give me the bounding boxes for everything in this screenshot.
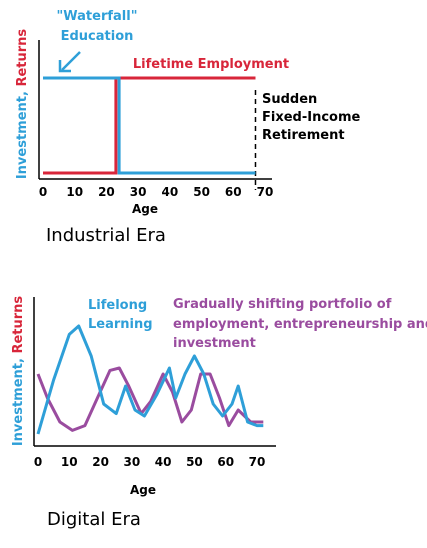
x-tick-label: 0 (34, 455, 42, 469)
retirement-annotation-line2: Fixed-Income (262, 110, 361, 125)
x-tick-labels-1: 0 10 20 30 40 50 60 70 (39, 185, 274, 199)
x-tick-label: 10 (66, 185, 83, 199)
employment-annotation: Lifetime Employment (133, 57, 289, 72)
portfolio-annotation-line1: Gradually shifting portfolio of (173, 297, 392, 312)
portfolio-annotation-line2: employment, entrepreneurship and (173, 317, 427, 332)
industrial-era-chart: "Waterfall" Education Lifetime Employmen… (15, 9, 361, 246)
x-tick-label: 10 (61, 455, 78, 469)
x-tick-label: 70 (249, 455, 266, 469)
x-tick-label: 30 (130, 185, 147, 199)
chart-title-2: Digital Era (47, 509, 141, 530)
y-axis-label-1: Investment, Returns (15, 29, 30, 180)
y-axis-label-2: Investment, Returns (11, 296, 26, 447)
series-line-lifelong-learning (36, 324, 264, 435)
retirement-annotation-line3: Retirement (262, 128, 345, 143)
education-annotation-line2: Education (61, 29, 134, 44)
x-tick-label: 20 (92, 455, 109, 469)
x-axis-label-2: Age (130, 483, 156, 497)
x-tick-label: 30 (124, 455, 141, 469)
series-line-employment (43, 76, 256, 175)
x-tick-label: 40 (162, 185, 179, 199)
series-line-portfolio (36, 366, 264, 432)
education-annotation-line1: "Waterfall" (57, 9, 138, 24)
chart-title-1: Industrial Era (46, 225, 166, 246)
x-tick-label: 0 (39, 185, 47, 199)
portfolio-annotation-line3: investment (173, 336, 256, 351)
education-arrow-icon (58, 51, 81, 73)
x-tick-label: 60 (225, 185, 242, 199)
x-tick-label: 50 (186, 455, 203, 469)
x-tick-label: 70 (257, 185, 274, 199)
x-tick-label: 40 (155, 455, 172, 469)
learning-annotation-line2: Learning (88, 317, 153, 332)
x-tick-label: 50 (193, 185, 210, 199)
digital-era-chart: Lifelong Learning Gradually shifting por… (11, 296, 427, 530)
learning-annotation-line1: Lifelong (88, 298, 147, 313)
x-tick-label: 60 (217, 455, 234, 469)
x-tick-label: 20 (98, 185, 115, 199)
retirement-annotation: Sudden Fixed-Income Retirement (262, 92, 361, 143)
x-tick-labels-2: 0 10 20 30 40 50 60 70 (34, 455, 266, 469)
series-line-education (43, 76, 256, 175)
x-axis-label-1: Age (132, 202, 158, 216)
retirement-annotation-line1: Sudden (262, 92, 317, 107)
